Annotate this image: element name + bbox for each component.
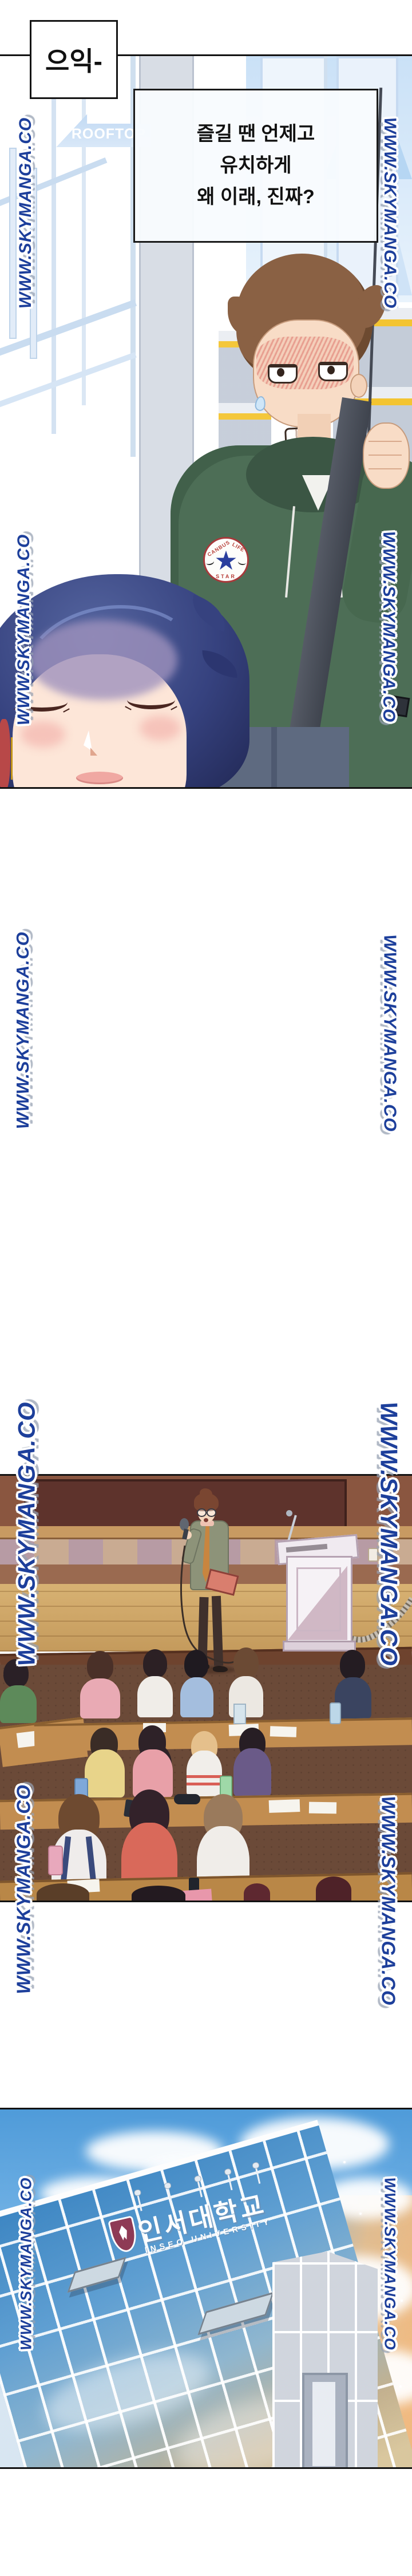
speech-line: 왜 이래, 진짜? (197, 186, 315, 208)
water-glass (233, 1704, 246, 1724)
professor-collar (200, 1520, 214, 1526)
woman-bangs (29, 620, 177, 700)
sparkle (359, 2212, 362, 2215)
student (233, 1748, 271, 1796)
speech-line: 유치하게 (220, 155, 292, 176)
professor-glasses (197, 1508, 207, 1517)
railing-post (9, 148, 17, 339)
podium-base (283, 1641, 356, 1652)
watermark-text: WWW.SKYMANGA.CO (381, 2177, 399, 2351)
university-emblem-icon (108, 2215, 140, 2255)
man-pupil (327, 366, 335, 374)
man-ear (350, 374, 367, 398)
woman-earring-bar (11, 737, 13, 780)
student-head-partial (37, 1883, 89, 1901)
student-head-partial (132, 1886, 185, 1901)
student-head (3, 1659, 29, 1688)
door-recess (302, 2373, 348, 2467)
window-mullion (52, 56, 56, 434)
stair-railing (0, 351, 137, 410)
sparkle (385, 2351, 387, 2353)
student-head-partial (244, 1883, 270, 1901)
woman-lips (76, 772, 123, 784)
podium-mic-head (286, 1510, 292, 1516)
sparkle (379, 2191, 381, 2193)
wall-outlet (368, 1548, 378, 1562)
professor-glasses (207, 1508, 216, 1517)
watermark-text: WWW.SKYMANGA.CO (14, 534, 33, 726)
watermark-text: WWW.SKYMANGA.CO (13, 1784, 34, 1994)
professor-mouth (204, 1518, 208, 1522)
woman-blush (140, 716, 181, 741)
watermark-text: WWW.SKYMANGA.CO (376, 1401, 403, 1667)
watermark-text: WWW.SKYMANGA.CO (381, 117, 399, 309)
student (80, 1678, 120, 1718)
star-icon: ★ (214, 546, 238, 576)
notebook (270, 1726, 297, 1737)
open-window (197, 2291, 274, 2336)
professor-shoe (213, 1666, 228, 1672)
sparkle (401, 2300, 403, 2302)
student (85, 1749, 125, 1797)
woman-shoulder (0, 719, 10, 787)
tumbler-pink (48, 1846, 63, 1875)
podium-inner-panel (296, 1567, 341, 1631)
man-fist (363, 422, 410, 489)
watermark-text: WWW.SKYMANGA.CO (16, 117, 35, 309)
pencil-case (174, 1794, 200, 1804)
woman-closed-eye (14, 693, 70, 713)
woman-closed-eye (125, 690, 177, 710)
sparkle (399, 2385, 402, 2388)
watermark-text: WWW.SKYMANGA.CO (379, 531, 398, 723)
hoodie-star-badge: CANBUS LIFE ★ STAR (203, 537, 249, 583)
sfx-text: 으익- (45, 46, 102, 76)
concrete-wing (272, 2251, 378, 2467)
fist-finger-line (369, 455, 402, 456)
watermark-text: WWW.SKYMANGA.CO (380, 934, 400, 1132)
professor-quiff (200, 1488, 212, 1499)
student (180, 1677, 213, 1717)
notebook (268, 1799, 300, 1813)
fist-finger-line (369, 441, 402, 442)
watermark-text: WWW.SKYMANGA.CO (13, 931, 33, 1129)
panel-university-building: 인서대학교 INSEO UNIVERSITY (0, 2108, 412, 2469)
student-head-partial (316, 1876, 351, 1901)
student (137, 1676, 173, 1717)
watermark-text: WWW.SKYMANGA.CO (17, 2177, 35, 2351)
sparkle (343, 2161, 346, 2163)
notebook (308, 1801, 337, 1814)
water-bottle (330, 1702, 341, 1724)
man-eye (318, 362, 348, 381)
student-head (233, 1647, 259, 1677)
sparkle (395, 2231, 397, 2233)
watermark-text: WWW.SKYMANGA.CO (13, 1401, 39, 1667)
man-pupil (277, 368, 284, 377)
badge-text-star: STAR (216, 574, 236, 579)
student-head (184, 1650, 208, 1678)
sfx-bubble: 으익- (30, 20, 118, 99)
watermark-text: WWW.SKYMANGA.CO (378, 1795, 399, 2006)
door-inner (312, 2382, 335, 2466)
speech-line: 즐길 땐 언제고 (196, 123, 315, 145)
railing-post (30, 168, 37, 359)
window-mullion (82, 56, 86, 405)
microphone (180, 1518, 189, 1531)
woman-blush (21, 721, 65, 748)
panel-lecture-hall (0, 1474, 412, 1902)
student-head (143, 1649, 167, 1678)
fist-finger-line (369, 468, 402, 469)
student-head (87, 1651, 113, 1681)
student-head (340, 1650, 365, 1680)
speech-bubble: 즐길 땐 언제고 유치하게 왜 이래, 진짜? (133, 89, 378, 243)
student (187, 1751, 222, 1796)
rooftop-sign-label: ROOFTOP (71, 126, 146, 142)
student (0, 1685, 37, 1723)
window-mullion (130, 56, 136, 457)
